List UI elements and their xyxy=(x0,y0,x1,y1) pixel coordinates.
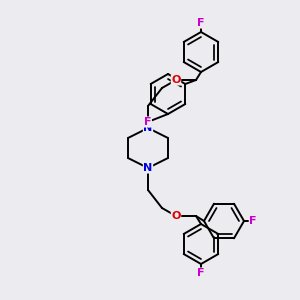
Text: O: O xyxy=(171,211,181,221)
Text: N: N xyxy=(143,123,153,133)
Text: O: O xyxy=(171,75,181,85)
Text: F: F xyxy=(197,268,205,278)
Text: F: F xyxy=(249,216,257,226)
Text: N: N xyxy=(143,163,153,173)
Text: F: F xyxy=(197,18,205,28)
Text: F: F xyxy=(144,117,152,127)
